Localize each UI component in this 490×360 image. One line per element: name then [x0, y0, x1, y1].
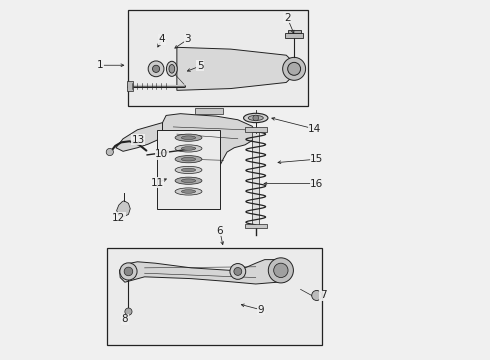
Circle shape: [283, 57, 306, 80]
Text: 4: 4: [158, 35, 165, 44]
Ellipse shape: [181, 147, 196, 150]
Polygon shape: [120, 260, 288, 284]
Ellipse shape: [175, 156, 202, 163]
Ellipse shape: [181, 168, 196, 172]
Text: 15: 15: [310, 154, 323, 164]
Circle shape: [288, 62, 300, 75]
Bar: [107, 248, 322, 345]
Bar: [252, 132, 259, 225]
Circle shape: [124, 267, 133, 276]
Circle shape: [230, 264, 245, 279]
Text: 7: 7: [320, 291, 326, 301]
Ellipse shape: [181, 157, 196, 161]
Bar: [157, 130, 220, 209]
Ellipse shape: [181, 136, 196, 139]
Text: 5: 5: [197, 61, 203, 71]
Ellipse shape: [248, 116, 263, 121]
Text: 1: 1: [97, 60, 103, 70]
Ellipse shape: [169, 64, 175, 73]
Text: 9: 9: [258, 305, 265, 315]
Circle shape: [234, 267, 242, 275]
Polygon shape: [116, 123, 163, 151]
Text: 14: 14: [308, 124, 321, 134]
Circle shape: [274, 263, 288, 278]
Polygon shape: [117, 201, 130, 217]
Circle shape: [125, 308, 132, 315]
Circle shape: [152, 65, 160, 72]
Bar: [128, 10, 308, 107]
Ellipse shape: [181, 179, 196, 183]
Ellipse shape: [175, 188, 202, 195]
Bar: [288, 30, 300, 33]
Ellipse shape: [175, 134, 202, 141]
Circle shape: [148, 61, 164, 77]
Ellipse shape: [167, 61, 177, 76]
Text: 12: 12: [112, 213, 125, 222]
Text: 10: 10: [155, 149, 169, 159]
Bar: [245, 127, 267, 132]
Bar: [126, 81, 133, 91]
Text: 8: 8: [122, 314, 128, 324]
Circle shape: [253, 115, 259, 121]
Polygon shape: [177, 47, 300, 90]
Bar: [285, 33, 303, 38]
Text: 2: 2: [284, 13, 291, 23]
Text: 11: 11: [150, 178, 164, 188]
Polygon shape: [159, 114, 256, 173]
Text: 13: 13: [131, 135, 145, 145]
Text: 6: 6: [217, 226, 223, 236]
Text: 16: 16: [310, 179, 323, 189]
Circle shape: [120, 263, 137, 280]
Circle shape: [312, 291, 322, 301]
Bar: [245, 224, 267, 228]
Circle shape: [269, 258, 294, 283]
Ellipse shape: [175, 166, 202, 174]
Ellipse shape: [175, 177, 202, 184]
Ellipse shape: [244, 113, 268, 123]
Circle shape: [106, 148, 113, 156]
Polygon shape: [195, 108, 223, 114]
Ellipse shape: [175, 145, 202, 152]
Text: 3: 3: [184, 35, 191, 44]
Ellipse shape: [181, 190, 196, 193]
